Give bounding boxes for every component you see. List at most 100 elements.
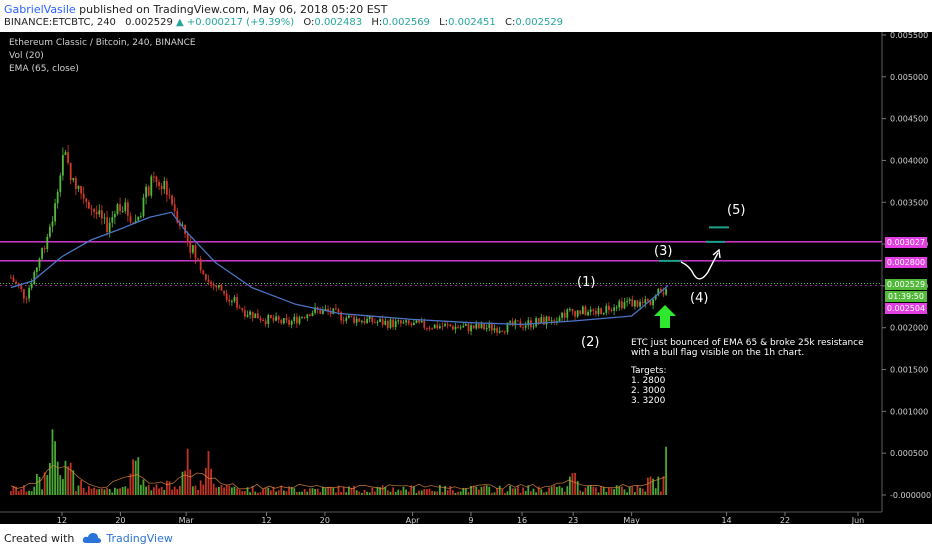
volume-bar — [77, 485, 80, 495]
volume-bar — [477, 489, 480, 495]
candle-body — [347, 315, 350, 318]
volume-bar — [98, 489, 101, 495]
candle-body — [636, 300, 639, 307]
volume-bar — [230, 487, 233, 495]
y-tick-label: 0.001000 — [890, 407, 928, 416]
volume-bar — [441, 492, 444, 495]
candle-body — [410, 323, 413, 326]
candle-body — [12, 277, 15, 282]
candle-body — [423, 320, 426, 328]
volume-bar — [425, 489, 428, 495]
volume-bar — [470, 485, 472, 495]
volume-bar — [215, 487, 218, 495]
candle-body — [654, 295, 657, 300]
candle-body — [620, 301, 623, 309]
candle-body — [644, 299, 647, 304]
volume-bar — [410, 485, 413, 495]
volume-bar — [620, 486, 623, 495]
volume-bar — [308, 488, 311, 495]
volume-bar — [652, 478, 654, 495]
volume-bar — [228, 485, 231, 495]
volume-bar — [431, 490, 433, 495]
candle-body — [633, 300, 636, 307]
volume-bar — [589, 485, 592, 495]
candle-body — [628, 299, 631, 302]
candle-body — [498, 330, 501, 333]
candle-body — [639, 301, 641, 307]
volume-bar — [654, 488, 657, 495]
volume-bar — [189, 469, 192, 495]
author-link[interactable]: GabrielVasile — [4, 3, 76, 16]
candle-body — [303, 317, 306, 319]
candle-body — [332, 308, 335, 314]
volume-bar — [176, 489, 179, 495]
tradingview-logo[interactable]: TradingView — [82, 532, 173, 545]
volume-bar — [33, 486, 36, 495]
candle-body — [631, 299, 634, 307]
volume-bar — [254, 491, 257, 495]
candle-body — [33, 271, 36, 285]
volume-bar — [337, 485, 340, 495]
low-label: L: — [439, 17, 449, 28]
candle-body — [605, 305, 608, 313]
candle-body — [449, 324, 452, 327]
volume-bar — [275, 491, 277, 495]
candle-body — [90, 208, 93, 210]
candle-body — [516, 320, 519, 322]
candle-body — [163, 180, 166, 190]
volume-bar — [613, 489, 615, 495]
candle-body — [665, 288, 667, 295]
candle-body — [319, 309, 322, 314]
volume-bar — [592, 486, 595, 495]
chart-area[interactable]: 0.005500 0.005000 0.004500 0.004000 0.003500… — [0, 32, 932, 524]
volume-bar — [90, 488, 93, 495]
candle-body — [563, 312, 566, 318]
volume-bar — [334, 492, 337, 495]
up-triangle-icon: ▲ — [176, 17, 184, 28]
candle-body — [173, 204, 176, 211]
candle-body — [363, 320, 366, 324]
candle-body — [623, 302, 626, 309]
volume-bar — [644, 491, 647, 495]
volume-bar — [537, 486, 540, 495]
candle-body — [129, 215, 132, 223]
volume-bar — [210, 468, 212, 495]
ema-indicator-label[interactable]: EMA (65, close) — [9, 64, 79, 74]
x-tick-label: 12 — [57, 516, 67, 524]
candle-body — [67, 152, 69, 163]
volume-bar — [282, 490, 285, 495]
volume-bar — [54, 441, 56, 495]
x-tick-label: Mar — [179, 516, 195, 524]
candle-body — [532, 326, 535, 328]
volume-bar — [233, 486, 236, 495]
volume-bar — [72, 470, 75, 495]
volume-bar — [545, 491, 548, 495]
candle-body — [397, 320, 400, 322]
target-1: 1. 2800 — [631, 376, 666, 386]
volume-bar — [628, 487, 631, 495]
volume-bar — [420, 490, 423, 495]
candle-body — [176, 210, 179, 223]
candle-body — [587, 311, 589, 316]
volume-bar — [184, 470, 186, 495]
y-tick-label: 0.003500 — [890, 198, 928, 207]
volume-bar — [561, 487, 563, 495]
volume-bar — [522, 487, 524, 495]
volume-bar — [607, 487, 610, 495]
volume-indicator-label[interactable]: Vol (20) — [9, 51, 44, 61]
y-tick-label: 0.004000 — [890, 156, 928, 165]
candle-body — [230, 301, 233, 303]
candle-body — [412, 322, 415, 326]
candle-body — [171, 195, 173, 205]
candle-body — [574, 311, 576, 317]
chart-svg[interactable]: 0.005500 0.005000 0.004500 0.004000 0.003500… — [0, 32, 932, 524]
volume-bar — [324, 487, 327, 495]
volume-bar — [80, 480, 82, 495]
candle-body — [381, 319, 384, 325]
volume-bar — [288, 486, 290, 495]
candle-body — [386, 320, 389, 328]
candle-body — [228, 299, 231, 302]
candle-body — [399, 320, 402, 324]
volume-bar — [82, 487, 85, 495]
volume-bar — [298, 491, 301, 495]
